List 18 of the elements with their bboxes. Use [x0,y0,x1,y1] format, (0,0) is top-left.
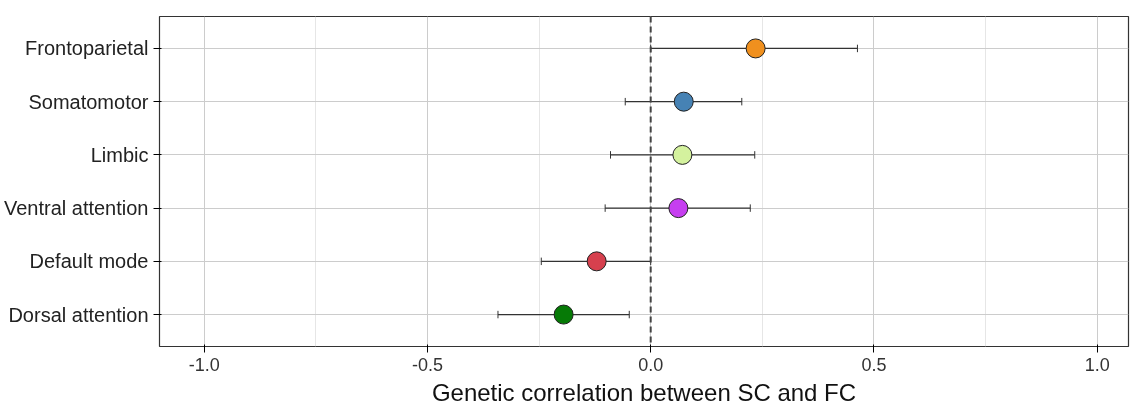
x-axis-title: Genetic correlation between SC and FC [431,378,857,406]
x-tick-label: -1.0 [188,354,220,375]
y-tick-label: Default mode [29,250,149,273]
y-tick-label: Dorsal attention [8,303,149,326]
x-tick-label: -0.5 [411,354,443,375]
point [745,38,766,59]
point [672,144,693,165]
point [673,91,694,112]
y-tick-label: Frontoparietal [25,37,149,60]
point [586,251,607,272]
x-tick-label: 0.0 [638,354,664,375]
x-tick-label: 0.5 [861,354,887,375]
x-tick-label: 1.0 [1084,354,1110,375]
y-tick-label: Ventral attention [3,197,149,220]
y-tick-label: Limbic [90,143,149,166]
point [668,198,689,219]
point [553,304,574,325]
y-tick-label: Somatomotor [28,90,149,113]
